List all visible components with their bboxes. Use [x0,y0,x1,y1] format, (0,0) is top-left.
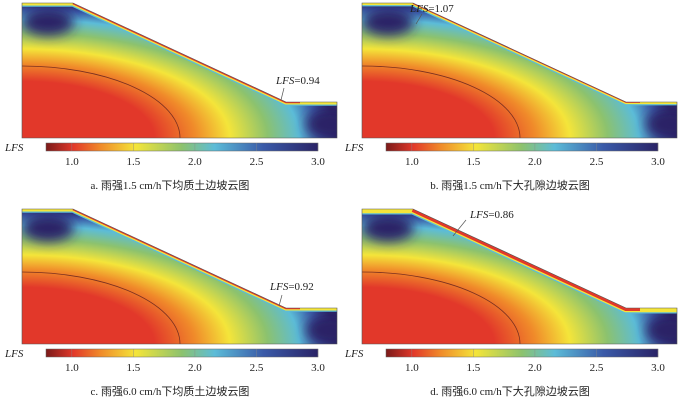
colorbar [385,348,659,358]
colorbar-tick-label: 1.0 [65,362,79,374]
annotation-leader [415,13,423,25]
annotation-leader [452,219,467,237]
colorbar-tick-label: 1.5 [127,156,141,168]
colorbar-tick-label: 1.0 [65,156,79,168]
toe-high-zone [646,108,677,138]
lfs-annotation: LFS=1.07 [409,3,454,15]
colorbar-tick-label: 2.0 [528,156,542,168]
colorbar-label: LFS [344,142,364,154]
lfs-contour-plot [362,209,677,344]
panel-caption: b. 雨强1.5 cm/h下大孔隙边坡云图 [430,178,590,192]
lfs-annotation: LFS=0.94 [275,75,320,87]
crest-high-zone [362,8,414,36]
colorbar-tick-label: 3.0 [311,362,325,374]
panel-a: LFS=0.94 LFS 1.0 1.5 2.0 2.5 3.0 a. 雨强1.5 cm/h下… [0,0,345,200]
contour-line [22,271,181,344]
toe-high-zone [306,314,337,344]
colorbar-label: LFS [4,142,24,154]
colorbar-label: LFS [4,348,24,360]
contour-line [362,271,521,344]
colorbar-label: LFS [344,348,364,360]
colorbar-tick-label: 1.0 [405,156,419,168]
lfs-contour-plot [362,3,677,138]
panel-c: LFS=0.92 LFS 1.0 1.5 2.0 2.5 3.0 c. 雨强6.0 cm/h下… [0,206,345,406]
colorbar-tick-label: 1.5 [467,156,481,168]
contour-line [362,65,521,138]
colorbar-tick-label: 2.5 [590,156,604,168]
colorbar-tick-label: 2.0 [188,156,202,168]
panel-caption: a. 雨强1.5 cm/h下均质土边坡云图 [91,179,250,192]
colorbar-tick-label: 2.5 [250,362,264,374]
colorbar-tick-label: 1.0 [405,362,419,374]
crest-high-zone [362,214,414,242]
panel-b: LFS=1.07 LFS 1.0 1.5 2.0 2.5 3.0 b. 雨强1.5 cm/h下… [340,0,685,200]
colorbar-tick-label: 3.0 [651,362,665,374]
lfs-contour-plot [22,3,337,138]
colorbar-tick-label: 3.0 [311,156,325,168]
colorbar-tick-label: 1.5 [467,362,481,374]
panel-caption: d. 雨强6.0 cm/h下大孔隙边坡云图 [430,384,590,398]
contour-line [22,65,181,138]
toe-high-zone [646,314,677,344]
colorbar [45,348,319,358]
colorbar [45,142,319,152]
lfs-contour-plot [22,209,337,344]
lfs-annotation: LFS=0.86 [469,209,514,221]
crest-high-zone [22,8,74,36]
colorbar-tick-label: 2.5 [590,362,604,374]
lfs-annotation: LFS=0.92 [269,281,314,293]
crest-high-zone [22,214,74,242]
colorbar-tick-label: 2.0 [528,362,542,374]
colorbar-tick-label: 2.5 [250,156,264,168]
colorbar-tick-label: 2.0 [188,362,202,374]
colorbar-tick-label: 3.0 [651,156,665,168]
annotation-leader [280,87,285,101]
toe-high-zone [306,108,337,138]
colorbar-tick-label: 1.5 [127,362,141,374]
colorbar [385,142,659,152]
panel-d: LFS=0.86 LFS 1.0 1.5 2.0 2.5 3.0 d. 雨强6.0 cm/h下… [340,206,685,406]
panel-caption: c. 雨强6.0 cm/h下均质土边坡云图 [91,385,250,398]
annotation-leader [278,294,283,307]
